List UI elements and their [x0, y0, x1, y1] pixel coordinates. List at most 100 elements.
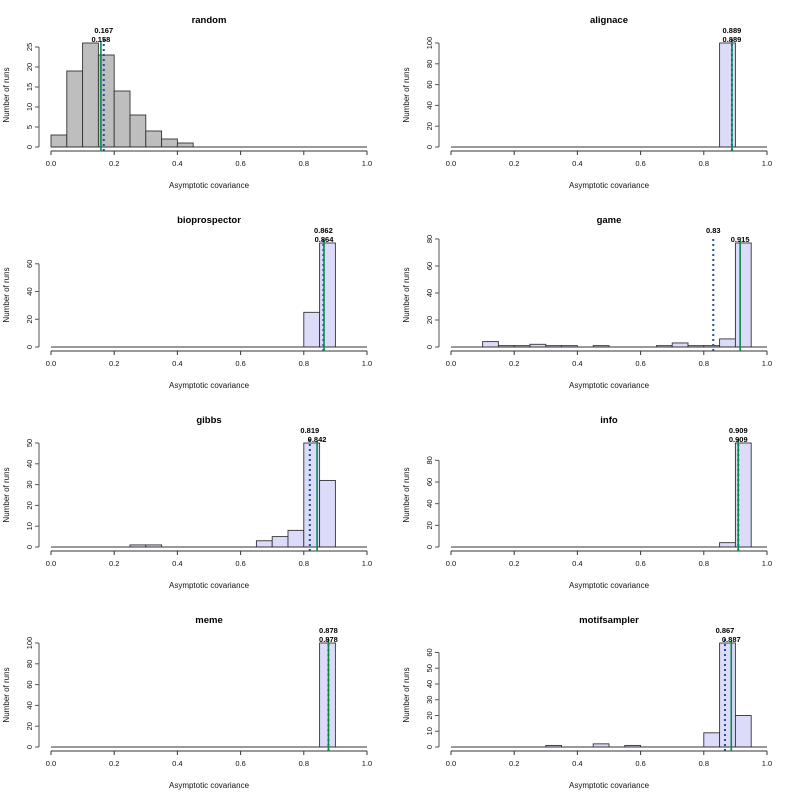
y-tick-label: 50	[25, 439, 34, 447]
chart-title: random	[192, 15, 227, 26]
y-tick-label: 80	[25, 660, 34, 668]
x-tick-label: 1.0	[362, 359, 372, 368]
x-tick-label: 0.0	[46, 359, 56, 368]
x-tick-label: 0.8	[699, 759, 709, 768]
y-tick-label: 60	[425, 262, 434, 270]
x-tick-label: 0.6	[635, 359, 645, 368]
histogram-bar	[145, 130, 163, 148]
y-axis-label: Number of runs	[402, 467, 411, 522]
x-tick-label: 0.4	[172, 759, 182, 768]
y-tick-label: 40	[425, 499, 434, 507]
y-axis-label: Number of runs	[2, 67, 11, 122]
y-tick-label: 40	[25, 287, 34, 295]
x-tick-label: 0.2	[109, 159, 119, 168]
x-tick-label: 0.4	[172, 159, 182, 168]
x-tick-label: 0.4	[172, 359, 182, 368]
y-tick-label: 20	[425, 711, 434, 719]
histogram-bar	[319, 479, 336, 548]
y-tick-label: 5	[25, 125, 34, 129]
median-value-label: 0.158	[92, 35, 111, 44]
x-tick-label: 1.0	[762, 159, 772, 168]
x-tick-label: 0.4	[572, 159, 582, 168]
x-tick-label: 0.4	[572, 359, 582, 368]
x-tick-label: 0.6	[635, 759, 645, 768]
y-tick-label: 60	[425, 478, 434, 486]
y-tick-label: 40	[425, 680, 434, 688]
y-tick-label: 40	[425, 289, 434, 297]
histogram-bar	[671, 342, 689, 348]
median-value-label: 0.842	[308, 435, 327, 444]
y-tick-label: 20	[25, 315, 34, 323]
y-tick-label: 50	[425, 664, 434, 672]
histogram-bar	[161, 138, 178, 148]
x-tick-label: 1.0	[762, 759, 772, 768]
x-tick-label: 1.0	[362, 759, 372, 768]
panel-random: random 0 5 10 15 20 25 Number of runs 0.0 0.2 0.4 0…	[2, 15, 372, 190]
histogram-bar	[176, 142, 194, 148]
histogram-bar	[734, 715, 752, 748]
y-tick-label: 25	[25, 43, 34, 51]
x-tick-label: 0.0	[446, 559, 456, 568]
y-axis-label: Number of runs	[2, 667, 11, 722]
y-tick-label: 20	[425, 122, 434, 130]
panel-motifsampler: motifsampler 0 10 20 30 40 50 60 Number of runs 0…	[402, 615, 772, 790]
x-tick-label: 0.0	[446, 359, 456, 368]
histogram-bar	[303, 311, 321, 348]
panel-game: game 0 20 40 60 80 Number of runs 0.0 0.2 0.4 0.6 0…	[402, 215, 772, 390]
x-tick-label: 1.0	[762, 359, 772, 368]
x-axis-label: Asymptotic covariance	[569, 781, 650, 790]
x-tick-label: 0.4	[572, 559, 582, 568]
panel-info: info 0 20 40 60 80 Number of runs 0.0 0.2 0.4 0.6 0…	[402, 415, 772, 590]
histogram-bar	[482, 341, 499, 348]
y-axis-label: Number of runs	[402, 667, 411, 722]
histogram-bar	[719, 42, 736, 148]
x-tick-label: 0.8	[299, 559, 309, 568]
y-tick-label: 40	[25, 460, 34, 468]
x-tick-label: 0.0	[46, 159, 56, 168]
median-value-label: 0.887	[722, 635, 741, 644]
histogram-bar	[734, 242, 752, 348]
x-tick-label: 0.0	[446, 759, 456, 768]
median-value-label: 0.909	[729, 435, 748, 444]
x-axis-label: Asymptotic covariance	[569, 181, 650, 190]
y-tick-label: 60	[25, 680, 34, 688]
histogram-bar	[719, 642, 736, 748]
chart-title: game	[597, 215, 622, 226]
x-axis-label: Asymptotic covariance	[169, 781, 250, 790]
y-axis-label: Number of runs	[402, 267, 411, 322]
y-tick-label: 0	[25, 545, 34, 549]
x-tick-label: 0.2	[109, 759, 119, 768]
mean-value-label: 0.83	[706, 226, 721, 235]
x-tick-label: 0.0	[446, 159, 456, 168]
x-tick-label: 0.2	[509, 759, 519, 768]
y-tick-label: 20	[425, 316, 434, 324]
y-tick-label: 0	[425, 145, 434, 149]
y-tick-label: 10	[425, 727, 434, 735]
histogram-bar	[592, 743, 610, 748]
x-tick-label: 0.6	[635, 159, 645, 168]
x-axis-label: Asymptotic covariance	[569, 581, 650, 590]
x-tick-label: 0.2	[509, 559, 519, 568]
x-tick-label: 0.8	[299, 159, 309, 168]
y-tick-label: 20	[25, 501, 34, 509]
chart-title: meme	[195, 615, 222, 626]
y-axis-label: Number of runs	[402, 67, 411, 122]
histogram-bar	[319, 242, 336, 348]
y-tick-label: 40	[25, 701, 34, 709]
x-tick-label: 0.6	[235, 559, 245, 568]
x-axis-label: Asymptotic covariance	[169, 581, 250, 590]
mean-value-label: 0.889	[723, 26, 742, 35]
histogram-bar	[129, 114, 147, 148]
y-tick-label: 80	[425, 60, 434, 68]
y-tick-label: 60	[25, 260, 34, 268]
x-tick-label: 0.2	[509, 159, 519, 168]
y-tick-label: 0	[25, 145, 34, 149]
panel-alignace: alignace 0 20 40 60 80 100 Number of runs 0.0 0.2…	[402, 15, 772, 190]
mean-value-label: 0.878	[319, 626, 338, 635]
histogram-bar	[82, 42, 99, 148]
x-axis-label: Asymptotic covariance	[169, 181, 250, 190]
x-tick-label: 0.8	[699, 359, 709, 368]
y-tick-label: 10	[25, 522, 34, 530]
y-tick-label: 20	[25, 722, 34, 730]
